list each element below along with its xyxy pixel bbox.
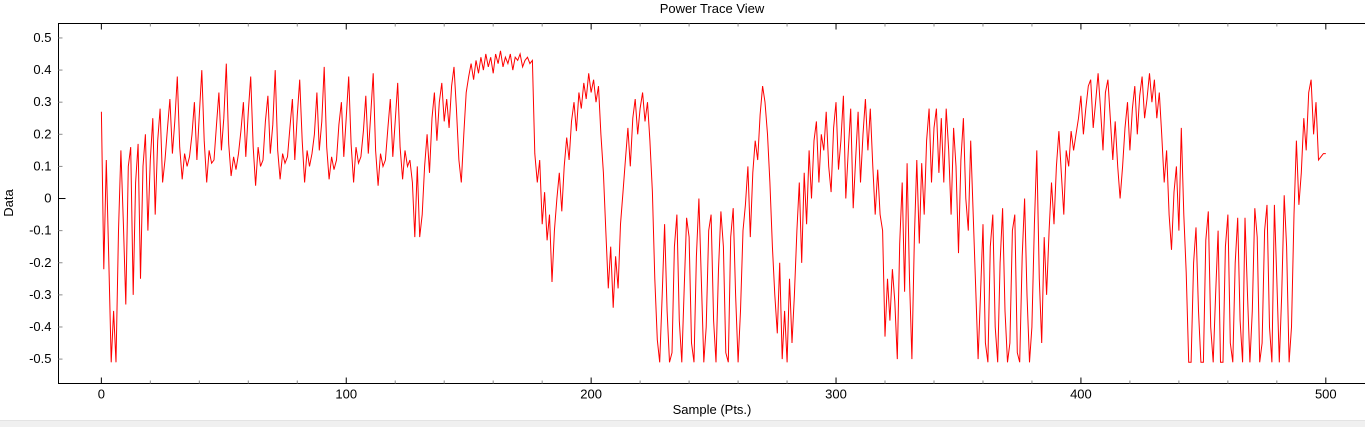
axes: 0 100 200 300 400 500 -0.5 -0.4 -0.3 -0.2 -0.1 0 0.1… [29, 23, 1365, 402]
y-tick-label: -0.1 [29, 223, 51, 238]
y-tick-label: 0.1 [33, 158, 51, 173]
y-tick-label: -0.2 [29, 255, 51, 270]
power-trace-line [100, 50, 1326, 363]
plot-border [58, 23, 1365, 384]
x-tick-label: 400 [1070, 387, 1092, 402]
chart-title: Power Trace View [660, 1, 765, 16]
x-tick-label: 300 [825, 387, 847, 402]
y-tick-label: -0.5 [29, 351, 51, 366]
x-tick-label: 200 [580, 387, 602, 402]
y-tick-label: 0.4 [33, 62, 51, 77]
y-tick-label: 0.3 [33, 94, 51, 109]
y-tick-label: 0.5 [33, 30, 51, 45]
y-tick-label: -0.4 [29, 319, 51, 334]
x-tick-label: 0 [98, 387, 105, 402]
y-tick-label: 0 [44, 191, 51, 206]
bottom-window-strip [0, 420, 1365, 427]
y-tick-label: -0.3 [29, 287, 51, 302]
x-axis-label: Sample (Pts.) [673, 402, 752, 417]
trace-layer [100, 50, 1326, 363]
y-axis-label: Data [1, 189, 16, 217]
x-tick-label: 100 [335, 387, 357, 402]
x-tick-label: 500 [1315, 387, 1337, 402]
y-tick-label: 0.2 [33, 126, 51, 141]
